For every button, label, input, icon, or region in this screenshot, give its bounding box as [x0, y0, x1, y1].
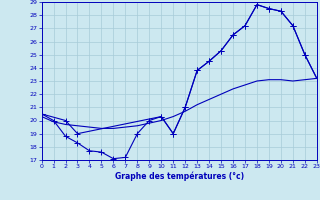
X-axis label: Graphe des températures (°c): Graphe des températures (°c) [115, 172, 244, 181]
